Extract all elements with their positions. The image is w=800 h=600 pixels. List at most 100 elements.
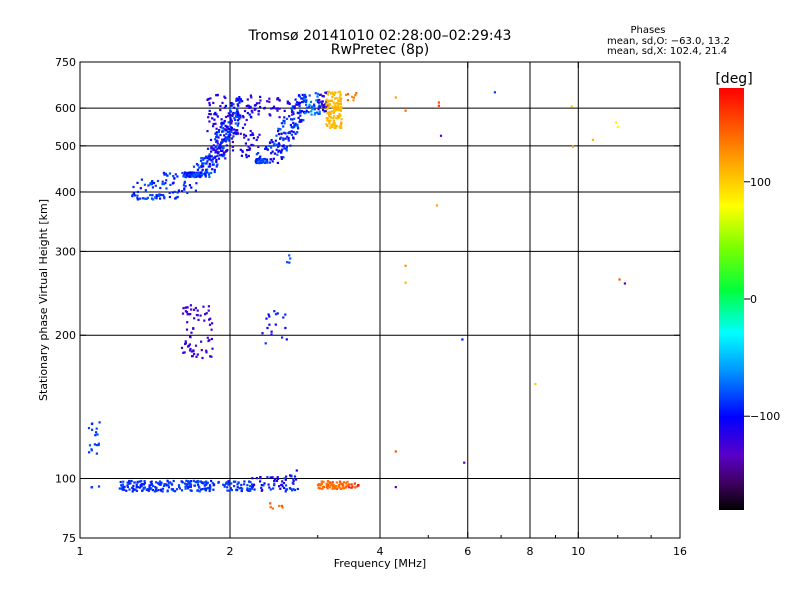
echo-point-324 <box>196 173 199 176</box>
echo-point-432 <box>249 134 252 137</box>
echo-point-736 <box>266 100 269 103</box>
echo-point-302 <box>205 156 208 159</box>
echo-point-906 <box>335 109 338 112</box>
echo-point-1326 <box>292 479 295 483</box>
echo-point-518 <box>232 132 235 135</box>
echo-point-930 <box>333 93 336 97</box>
echo-point-1154 <box>142 483 146 486</box>
echo-point-1276 <box>197 480 200 483</box>
echo-point-1254 <box>171 488 174 491</box>
echo-point-1275 <box>211 481 214 484</box>
echo-point-178 <box>229 109 232 112</box>
echo-point-977 <box>196 353 199 356</box>
echo-point-1025 <box>264 342 267 345</box>
echo-point-762 <box>318 104 321 107</box>
echo-point-1307 <box>251 477 254 480</box>
echo-point-1365 <box>295 469 298 472</box>
echo-point-63 <box>157 194 160 198</box>
echo-point-329 <box>204 175 207 178</box>
echo-point-935 <box>331 91 334 94</box>
echo-point-177 <box>239 116 242 119</box>
y-tick-label-1: 100 <box>55 473 76 486</box>
echo-point-60 <box>159 186 162 190</box>
echo-point-913 <box>335 107 338 111</box>
echo-point-1052 <box>96 433 99 436</box>
echo-point-531 <box>269 141 272 144</box>
echo-point-49 <box>154 196 157 199</box>
echo-point-1330 <box>285 488 288 491</box>
echo-point-683 <box>293 117 296 120</box>
echo-point-1014 <box>193 317 196 320</box>
echo-point-944 <box>339 93 342 96</box>
echo-point-784 <box>310 105 313 108</box>
echo-point-887 <box>331 117 334 120</box>
echo-point-297 <box>214 151 217 154</box>
echo-point-271 <box>228 107 232 110</box>
echo-point-1327 <box>260 486 263 489</box>
echo-point-890 <box>339 126 342 129</box>
echo-point-903 <box>331 123 334 126</box>
echo-point-431 <box>245 156 248 159</box>
echo-point-92 <box>133 194 137 197</box>
x-tick-label-3: 6 <box>464 545 471 558</box>
echo-point-1340 <box>292 478 295 481</box>
echo-point-1093 <box>194 481 197 484</box>
echo-point-393 <box>216 147 219 150</box>
echo-point-575 <box>268 144 271 147</box>
echo-point-124 <box>234 118 237 121</box>
echo-point-1124 <box>155 486 158 490</box>
echo-point-1358 <box>269 502 272 505</box>
echo-point-627 <box>286 135 289 138</box>
echo-point-818 <box>318 93 322 96</box>
echo-point-1139 <box>158 480 162 483</box>
echo-point-961 <box>189 347 192 351</box>
echo-point-825 <box>337 102 340 105</box>
echo-point-107 <box>174 197 177 200</box>
echo-point-1237 <box>163 483 166 486</box>
echo-point-341 <box>230 114 233 117</box>
echo-point-373 <box>214 122 217 125</box>
echo-point-714 <box>285 149 288 152</box>
echo-point-700 <box>255 161 258 164</box>
echo-point-396 <box>259 95 262 98</box>
echo-point-493 <box>215 94 218 97</box>
echo-point-496 <box>241 115 245 118</box>
echo-point-1212 <box>149 481 152 484</box>
echo-point-686 <box>287 139 290 142</box>
echo-point-349 <box>222 155 225 158</box>
echo-point-573 <box>276 161 279 164</box>
echo-point-729 <box>298 95 301 98</box>
echo-point-978 <box>183 351 186 354</box>
echo-point-25 <box>131 193 134 196</box>
echo-point-454 <box>219 133 222 137</box>
echo-point-285 <box>205 169 208 172</box>
echo-point-778 <box>315 99 318 102</box>
echo-point-1015 <box>208 318 211 321</box>
echo-point-372 <box>209 155 212 158</box>
echo-point-248 <box>200 165 203 168</box>
echo-point-1458 <box>591 138 595 141</box>
echo-point-311 <box>215 135 218 138</box>
echo-point-1031 <box>261 332 264 335</box>
echo-point-109 <box>186 191 189 194</box>
echo-point-420 <box>237 104 240 107</box>
echo-point-757 <box>288 102 291 105</box>
echo-point-1295 <box>213 483 216 486</box>
echo-point-1441 <box>357 484 360 487</box>
echo-point-1033 <box>265 317 268 320</box>
echo-point-839 <box>330 125 333 128</box>
echo-point-1149 <box>217 480 220 484</box>
echo-point-748 <box>268 100 271 103</box>
echo-point-679 <box>299 101 302 104</box>
echo-point-337 <box>229 126 232 129</box>
echo-point-973 <box>186 321 189 324</box>
y-tick-label-5: 500 <box>55 140 76 153</box>
echo-point-73 <box>144 197 147 200</box>
echo-point-1408 <box>328 486 332 489</box>
echo-point-407 <box>241 126 245 129</box>
echo-point-338 <box>193 175 196 178</box>
echo-point-826 <box>339 124 342 127</box>
echo-point-472 <box>246 149 249 152</box>
echo-point-1284 <box>140 482 143 486</box>
echo-point-273 <box>229 113 232 116</box>
